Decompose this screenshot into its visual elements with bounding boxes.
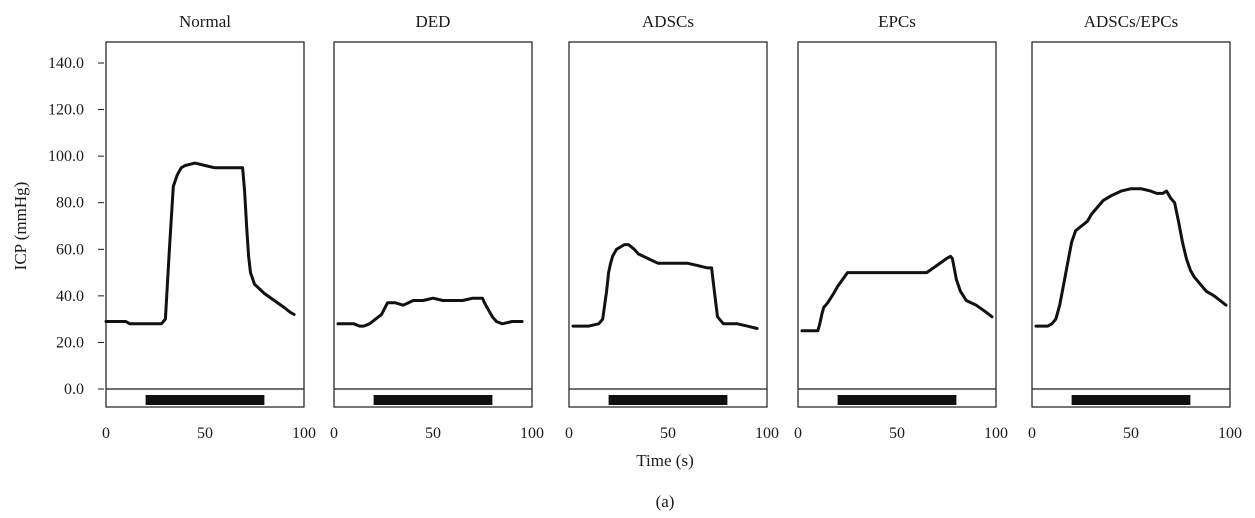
x-tick-label: 100 [755, 425, 779, 442]
stimulation-bar [837, 395, 957, 405]
icp-trace [104, 161, 296, 326]
x-tick-label: 0 [565, 425, 573, 442]
x-tick-label: 100 [984, 425, 1008, 442]
x-tick-label: 100 [1218, 425, 1242, 442]
panel-normal: Normal 0 50 100 [102, 12, 316, 442]
panel-frame [105, 41, 305, 408]
panel-adscs: ADSCs 0 50 100 [565, 12, 779, 442]
panel-adscs-epcs: ADSCs/EPCs 0 50 100 [1028, 12, 1242, 442]
x-tick-label: 100 [520, 425, 544, 442]
y-tick-label: 80.0 [56, 195, 84, 212]
panel-frame [568, 41, 768, 408]
y-tick-label: 100.0 [48, 148, 84, 165]
panel-epcs: EPCs 0 50 100 [794, 12, 1008, 442]
icp-trace [571, 243, 759, 330]
x-axis-label: Time (s) [636, 451, 693, 470]
y-tick-label: 40.0 [56, 288, 84, 305]
panel-title: ADSCs/EPCs [1084, 12, 1178, 31]
panels: Normal 0 50 100 DED 0 50 100 ADSCs 0 50 100 EPCs 0 50 1… [102, 12, 1242, 442]
x-tick-label: 0 [1028, 425, 1036, 442]
y-tick-label: 0.0 [64, 381, 84, 398]
x-tick-label: 50 [1123, 425, 1139, 442]
y-tick-label: 140.0 [48, 55, 84, 72]
y-tick-label: 20.0 [56, 334, 84, 351]
x-tick-label: 0 [330, 425, 338, 442]
x-tick-label: 0 [794, 425, 802, 442]
panel-title: Normal [179, 12, 231, 31]
x-tick-label: 0 [102, 425, 110, 442]
x-tick-label: 100 [292, 425, 316, 442]
stimulation-bar [145, 395, 265, 405]
panel-title: ADSCs [642, 12, 694, 31]
stimulation-bar [1071, 395, 1191, 405]
figure-label: (a) [656, 492, 675, 511]
icp-trace [1034, 187, 1228, 328]
panel-title: DED [416, 12, 451, 31]
y-axis: 0.0 20.0 40.0 60.0 80.0 100.0 120.0 140.0 [48, 55, 104, 398]
icp-trace [336, 296, 524, 328]
x-tick-label: 50 [425, 425, 441, 442]
x-tick-label: 50 [889, 425, 905, 442]
panel-frame [333, 41, 533, 408]
icp-trace [800, 254, 994, 333]
stimulation-bar [373, 395, 493, 405]
x-tick-label: 50 [660, 425, 676, 442]
x-tick-label: 50 [197, 425, 213, 442]
y-axis-label: ICP (mmHg) [11, 182, 30, 271]
panel-ded: DED 0 50 100 [330, 12, 544, 442]
stimulation-bar [608, 395, 728, 405]
panel-frame [1031, 41, 1231, 408]
panel-frame [797, 41, 997, 408]
y-tick-label: 60.0 [56, 241, 84, 258]
y-tick-label: 120.0 [48, 102, 84, 119]
panel-title: EPCs [878, 12, 916, 31]
